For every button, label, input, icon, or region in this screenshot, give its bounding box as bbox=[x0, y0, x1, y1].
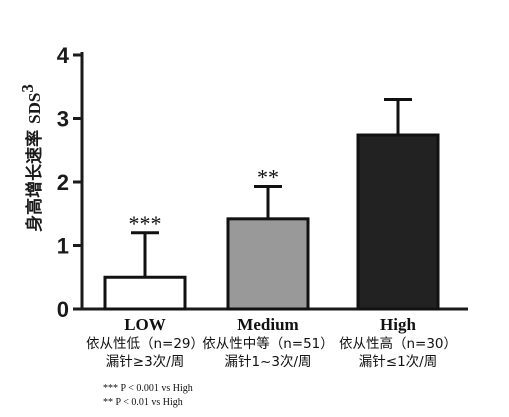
category-missed-dose-label: 漏针≤1次/周 bbox=[359, 354, 437, 370]
significance-label: ** bbox=[257, 164, 279, 189]
category-name: Medium bbox=[237, 315, 298, 334]
svg-text:身高增长速率SDS3: 身高增长速率 SDS3 bbox=[18, 84, 45, 232]
category-missed-dose-label: 漏针≥3次/周 bbox=[106, 354, 184, 370]
y-tick-label: 0 bbox=[57, 297, 69, 322]
y-ticks: 0 1 2 3 4 bbox=[57, 43, 82, 322]
category-adherence-label: 依从性中等（n=51） bbox=[202, 335, 334, 352]
footnote-2: ** P < 0.01 vs High bbox=[103, 397, 183, 408]
bar-high bbox=[356, 133, 440, 311]
bar-low bbox=[103, 275, 187, 311]
footnote-1: *** P < 0.001 vs High bbox=[103, 383, 193, 394]
error-bars bbox=[131, 97, 412, 278]
category-adherence-label: 依从性低（n=29） bbox=[86, 336, 204, 352]
category-missed-dose-label: 漏针1~3次/周 bbox=[224, 354, 311, 370]
y-axis-label-chinese: 身高增长速率 bbox=[24, 130, 45, 232]
y-axis-label-superscript: 3 bbox=[18, 84, 37, 93]
y-axis-label-unit: SDS bbox=[25, 93, 44, 124]
y-tick-label: 1 bbox=[57, 234, 69, 259]
category-adherence-label: 依从性高（n=30） bbox=[339, 335, 457, 352]
significance-label: *** bbox=[129, 211, 162, 236]
y-axis-label: 身高增长速率 SDS3 bbox=[18, 84, 45, 232]
significance-labels: ***** bbox=[129, 164, 280, 235]
bar-medium bbox=[226, 217, 310, 311]
category-name: LOW bbox=[124, 315, 166, 334]
y-tick-label: 3 bbox=[57, 107, 69, 132]
bars bbox=[103, 133, 440, 311]
y-tick-label: 2 bbox=[57, 170, 69, 195]
category-name: High bbox=[380, 315, 416, 334]
y-tick-label: 4 bbox=[57, 43, 70, 68]
